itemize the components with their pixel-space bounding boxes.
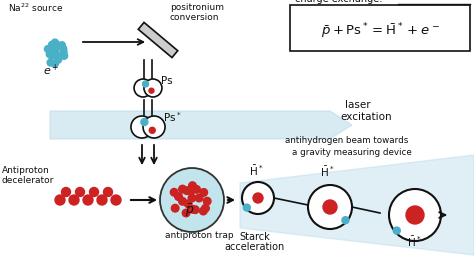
Text: Ps$^*$: Ps$^*$ [163,110,182,124]
Circle shape [179,185,186,193]
Circle shape [242,182,274,214]
Circle shape [131,116,153,138]
Circle shape [58,42,65,49]
FancyBboxPatch shape [290,5,470,51]
Text: conversion: conversion [170,13,219,22]
Circle shape [46,51,53,58]
Circle shape [200,189,208,196]
Circle shape [170,188,178,196]
Text: $\bar{\mathrm{H}}^*$: $\bar{\mathrm{H}}^*$ [249,164,264,178]
Text: laser: laser [345,100,371,110]
Text: $\bar{\mathrm{H}}^*$: $\bar{\mathrm{H}}^*$ [407,235,422,249]
Polygon shape [240,155,474,255]
Text: acceleration: acceleration [225,242,285,252]
Circle shape [52,60,58,67]
Text: Antiproton: Antiproton [2,166,50,175]
Circle shape [48,46,55,53]
Circle shape [243,204,250,211]
Text: decelerator: decelerator [2,176,55,185]
Text: $\bar{p} + \mathrm{Ps}^* = \bar{\mathrm{H}}^* + e^-$: $\bar{p} + \mathrm{Ps}^* = \bar{\mathrm{… [320,21,439,41]
Circle shape [193,186,201,193]
Text: charge exchange:: charge exchange: [295,0,383,4]
Circle shape [182,209,190,217]
Circle shape [69,195,79,205]
Circle shape [48,41,55,48]
Circle shape [60,45,67,52]
Circle shape [52,39,58,46]
Circle shape [203,197,211,205]
Text: Ps: Ps [161,76,173,86]
Circle shape [144,79,162,97]
Circle shape [342,217,349,224]
Circle shape [189,182,196,189]
Circle shape [149,127,155,133]
Circle shape [406,206,424,224]
Circle shape [111,195,121,205]
Circle shape [55,56,62,63]
Circle shape [195,194,203,202]
Circle shape [83,195,93,205]
Polygon shape [50,111,352,139]
Circle shape [48,52,55,59]
Text: a gravity measuring device: a gravity measuring device [292,148,412,157]
Circle shape [183,187,191,194]
Circle shape [389,189,441,241]
Circle shape [134,79,152,97]
Circle shape [90,188,99,196]
Circle shape [393,227,401,234]
Circle shape [97,195,107,205]
Text: Starck: Starck [240,232,270,242]
Text: antihydrogen beam towards: antihydrogen beam towards [285,136,409,145]
Circle shape [160,168,224,232]
Circle shape [191,206,199,214]
Circle shape [61,52,68,59]
Circle shape [172,204,179,212]
Circle shape [47,49,54,56]
Circle shape [179,198,186,205]
Circle shape [45,46,52,53]
Circle shape [56,53,63,60]
Circle shape [47,59,54,66]
Text: $\bar{p}$: $\bar{p}$ [185,202,194,219]
Text: antiproton trap: antiproton trap [165,231,234,240]
Circle shape [184,200,192,208]
Circle shape [103,188,112,196]
Circle shape [52,49,58,56]
Polygon shape [138,22,178,58]
Circle shape [323,200,337,214]
Text: Na$^{22}$ source: Na$^{22}$ source [8,2,63,14]
Circle shape [141,118,148,125]
Circle shape [200,207,207,215]
Circle shape [75,188,84,196]
Text: positronium: positronium [170,3,224,12]
Circle shape [143,116,165,138]
Circle shape [54,43,61,50]
Circle shape [62,188,71,196]
Circle shape [60,49,67,56]
Circle shape [308,185,352,229]
Text: $\bar{\mathrm{H}}^*$: $\bar{\mathrm{H}}^*$ [320,165,335,179]
Circle shape [143,81,148,87]
Text: $e^+$: $e^+$ [43,63,59,78]
Circle shape [201,204,210,212]
Circle shape [253,193,263,203]
Circle shape [175,193,182,200]
Circle shape [188,194,196,202]
Circle shape [149,88,154,93]
Circle shape [189,205,197,213]
Text: excitation: excitation [340,112,392,122]
Circle shape [55,195,65,205]
Circle shape [187,187,195,195]
